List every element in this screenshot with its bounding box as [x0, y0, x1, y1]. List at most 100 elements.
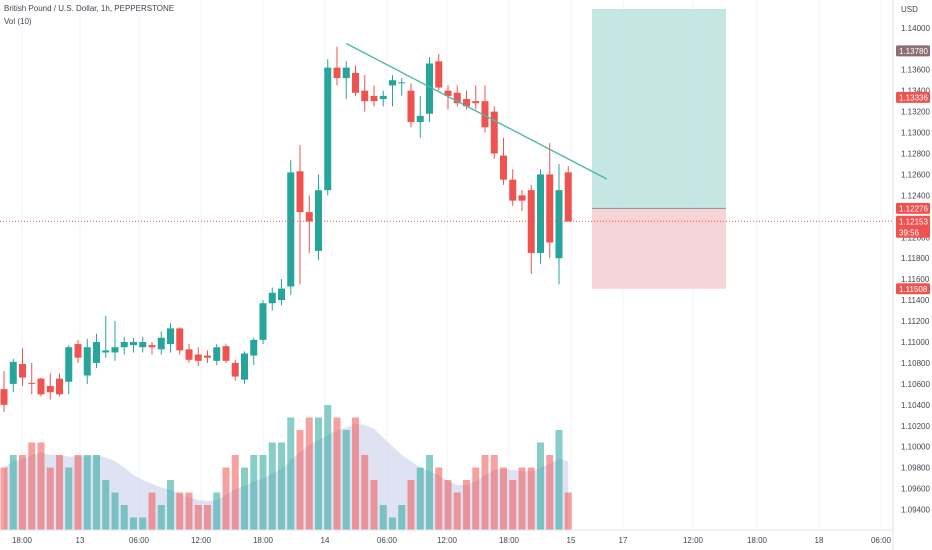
candle-body [157, 337, 165, 350]
price-tick-label: 1.12600 [901, 170, 930, 179]
volume-indicator-label[interactable]: Vol (10) [4, 17, 32, 26]
candle-body [176, 328, 184, 351]
price-tick-label: 1.12400 [901, 191, 930, 200]
volume-bar [352, 417, 359, 530]
candle-body [130, 341, 137, 346]
price-tick-label: 1.11200 [901, 317, 930, 326]
candle-body [19, 363, 26, 378]
volume-bar [435, 467, 443, 530]
candle-body [65, 347, 73, 382]
time-axis[interactable]: 18:00 13 06:00 12:00 18:00 14 06:00 12:00 18:00 1… [0, 529, 893, 545]
volume-bar [139, 517, 147, 530]
candlestick-series [0, 46, 572, 413]
volume-bar [194, 505, 202, 530]
time-tick-label: 06:00 [129, 536, 150, 545]
volume-bars [0, 405, 572, 530]
candle-body [490, 111, 498, 154]
price-tick-label: 1.09400 [901, 506, 930, 515]
descending-trendline[interactable] [345, 42, 608, 180]
candle-body [333, 67, 341, 79]
candle-body [426, 63, 433, 114]
candle-body [361, 90, 369, 102]
candle-body [37, 378, 45, 395]
volume-bar [490, 455, 498, 530]
last-price-badge-countdown: 39:56 [899, 228, 920, 237]
candle-body [509, 179, 517, 201]
candle-body [204, 355, 211, 358]
volume-bar [389, 517, 396, 530]
symbol-title[interactable]: British Pound / U.S. Dollar, 1h, PEPPERS… [4, 4, 175, 13]
price-tick-label: 1.11400 [901, 296, 930, 305]
time-tick-label: 18:00 [747, 536, 768, 545]
candle-body [102, 350, 110, 353]
candle-body [194, 354, 202, 361]
target-price-badge-text: 1.13780 [899, 47, 928, 56]
price-tick-label: 1.11000 [901, 338, 930, 347]
chart-grid [21, 0, 882, 530]
price-axis[interactable]: USD1.140001.136001.134001.132001.130001.… [892, 0, 930, 550]
candle-body [46, 385, 54, 393]
volume-bar [102, 480, 110, 530]
volume-bar [416, 467, 424, 530]
volume-bar [213, 492, 221, 530]
resistance-price-badge-text: 1.13336 [899, 93, 928, 102]
candle-body [296, 171, 304, 213]
candle-body [537, 174, 544, 253]
candle-body [416, 115, 424, 123]
price-tick-label: 1.11800 [901, 254, 930, 263]
time-tick-label: 14 [321, 536, 330, 545]
price-badges: 1.13780 1.13336 1.12276 1.12153 39:56 1.11508 [896, 45, 930, 295]
candle-body [546, 174, 554, 243]
volume-bar [305, 417, 313, 530]
price-tick-label: 1.14000 [901, 24, 930, 33]
volume-bar [37, 442, 45, 530]
time-tick-label: 06:00 [871, 536, 892, 545]
candle-body [305, 212, 313, 222]
volume-bar [370, 480, 378, 530]
candle-body [398, 82, 406, 84]
candle-body [463, 99, 470, 107]
candle-body [324, 67, 332, 191]
volume-bar [315, 417, 322, 530]
loss-zone [592, 208, 726, 289]
volume-bar [74, 455, 82, 530]
volume-bar [9, 455, 17, 530]
last-price-badge [896, 215, 930, 238]
candle-body [120, 341, 128, 348]
candle-body [315, 190, 322, 251]
price-tick-label: 1.10800 [901, 359, 930, 368]
candle-body [268, 292, 276, 304]
volume-bar [130, 517, 137, 530]
price-tick-label: 1.09800 [901, 464, 930, 473]
volume-bar [342, 430, 350, 530]
candle-body [185, 349, 193, 360]
last-price-badge-text: 1.12153 [899, 217, 928, 226]
currency-label: USD [901, 5, 918, 14]
volume-bar [167, 480, 174, 530]
long-position-tool[interactable] [592, 9, 726, 289]
candle-body [342, 67, 350, 79]
volume-bar [148, 492, 156, 530]
volume-bar [426, 455, 433, 530]
candle-body [167, 328, 174, 345]
volume-bar [185, 492, 193, 530]
resistance-price-badge [896, 91, 930, 103]
time-tick-label: 06:00 [377, 536, 398, 545]
candle-body [139, 341, 147, 348]
candle-body [379, 95, 387, 100]
time-tick-label: 12:00 [191, 536, 212, 545]
volume-bar [204, 505, 211, 530]
time-tick-label: 18:00 [499, 536, 520, 545]
volume-bar [463, 480, 470, 530]
candle-body [444, 90, 452, 96]
candle-body [278, 288, 285, 301]
volume-bar [28, 442, 36, 530]
candle-body [287, 172, 295, 287]
volume-bar [453, 492, 461, 530]
volume-bar [333, 417, 341, 530]
candle-body [518, 195, 526, 201]
price-tick-label: 1.12800 [901, 150, 930, 159]
entry-price-badge [896, 202, 930, 214]
time-tick-label: 17 [619, 536, 628, 545]
